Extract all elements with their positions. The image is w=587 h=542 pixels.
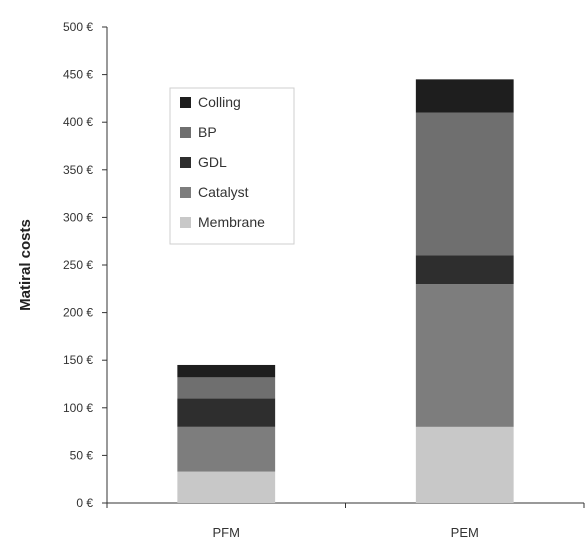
legend-label-catalyst: Catalyst [198,184,249,200]
legend-label-membrane: Membrane [198,214,265,230]
legend-label-colling: Colling [198,94,241,110]
legend-label-gdl: GDL [198,154,227,170]
y-tick-label: 250 € [63,258,93,272]
legend-swatch-bp [180,127,191,138]
y-tick-label: 0 € [76,496,93,510]
y-tick-label: 500 € [63,20,93,34]
category-labels: PFM PEM [213,525,479,540]
y-tick-label: 400 € [63,115,93,129]
y-tick-label: 50 € [70,448,94,462]
y-axis-label: Matiral costs [17,219,34,311]
bar-segment-gdl-pem [415,255,514,285]
legend-swatch-membrane [180,217,191,228]
y-tick-label: 300 € [63,210,93,224]
legend: Colling BP GDL Catalyst Membrane [169,87,295,245]
y-tick-label: 100 € [63,401,93,415]
bar-segment-colling-pem [415,79,514,113]
y-tick-label: 150 € [63,353,93,367]
category-label: PFM [213,525,240,540]
bar-segment-colling-pfm [177,364,276,378]
y-tick-label: 350 € [63,163,93,177]
legend-swatch-colling [180,97,191,108]
category-label: PEM [451,525,479,540]
y-tick-labels: 0 € 50 € 100 € 150 € 200 € 250 € 300 € 350 € 400… [63,20,93,510]
bar-segment-membrane-pem [415,426,514,503]
bar-segment-bp-pfm [177,377,276,399]
bar-segment-catalyst-pem [415,284,514,427]
y-tick-label: 450 € [63,68,93,82]
bar-segment-membrane-pfm [177,471,276,503]
legend-swatch-catalyst [180,187,191,198]
y-tick-label: 200 € [63,306,93,320]
legend-swatch-gdl [180,157,191,168]
bar-segment-bp-pem [415,112,514,256]
bar-segment-catalyst-pfm [177,426,276,472]
bars [177,79,514,503]
bar-segment-gdl-pfm [177,398,276,427]
legend-label-bp: BP [198,124,217,140]
